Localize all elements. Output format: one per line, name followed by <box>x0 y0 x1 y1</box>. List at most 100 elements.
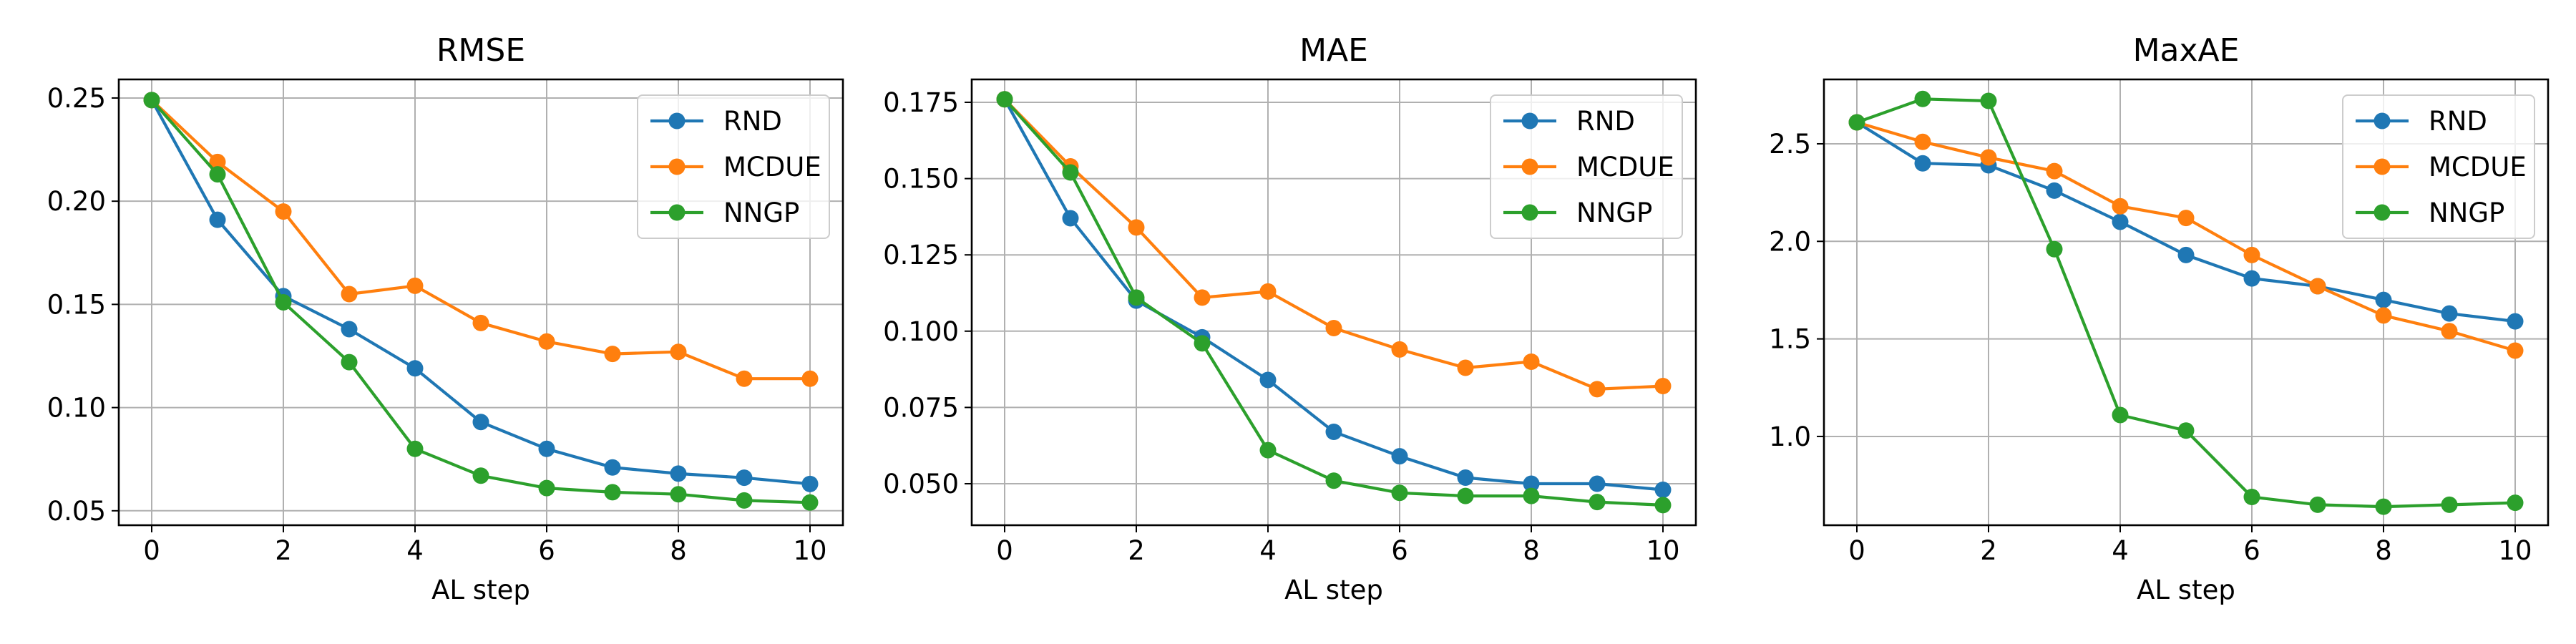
data-point-nngp <box>1062 164 1079 181</box>
data-point-rnd <box>1457 469 1474 486</box>
data-point-mcdue <box>2243 246 2260 263</box>
legend-marker <box>668 112 686 130</box>
data-point-mcdue <box>1589 381 1606 398</box>
x-tick-label: 2 <box>275 535 292 566</box>
legend-label: NNGP <box>1576 197 1652 228</box>
data-point-nngp <box>736 492 753 509</box>
data-point-rnd <box>2112 213 2129 230</box>
series-nngp <box>143 92 819 511</box>
y-tick-label: 0.150 <box>883 164 959 195</box>
data-point-rnd <box>736 469 753 487</box>
x-tick-label: 4 <box>1259 535 1277 566</box>
x-tick-label: 0 <box>143 535 160 566</box>
plot-area-frame <box>970 78 1697 527</box>
y-tick-label: 0.050 <box>883 469 959 499</box>
chart-title: MAE <box>1299 32 1368 69</box>
data-point-nngp <box>1654 497 1672 514</box>
data-point-mcdue <box>2177 210 2195 227</box>
series-rnd <box>1848 114 2524 330</box>
data-point-nngp <box>1914 90 1931 107</box>
data-point-nngp <box>209 166 226 183</box>
x-tick-label: 8 <box>670 535 687 566</box>
x-axis-label: AL step <box>431 575 530 605</box>
x-tick-label: 10 <box>793 535 826 566</box>
data-point-nngp <box>1848 114 1865 131</box>
data-point-nngp <box>275 294 292 311</box>
data-point-mcdue <box>275 203 292 220</box>
data-point-mcdue <box>1654 378 1672 395</box>
data-point-mcdue <box>538 333 555 350</box>
data-point-rnd <box>2507 313 2524 330</box>
data-point-rnd <box>2375 291 2392 308</box>
data-point-nngp <box>406 440 424 457</box>
data-point-nngp <box>1980 92 1997 109</box>
data-point-nngp <box>670 486 687 503</box>
data-point-rnd <box>2243 270 2260 287</box>
data-point-mcdue <box>1523 353 1540 370</box>
x-tick-label: 4 <box>2112 535 2129 566</box>
data-point-mcdue <box>2375 307 2392 324</box>
data-point-mcdue <box>2441 323 2458 340</box>
legend: RND MCDUE NNGP <box>637 94 830 239</box>
chart-title: RMSE <box>436 32 525 69</box>
y-tick-label: 0.15 <box>47 289 106 320</box>
data-point-nngp <box>2112 406 2129 424</box>
data-point-mcdue <box>2507 342 2524 359</box>
data-point-nngp <box>604 484 621 501</box>
x-tick-label: 8 <box>2375 535 2392 566</box>
legend-marker <box>668 158 686 175</box>
legend-frame <box>637 94 830 239</box>
series-mcdue <box>1848 114 2524 359</box>
legend-marker <box>1521 158 1538 175</box>
y-tick-label: 2.0 <box>1769 226 1811 257</box>
y-tick-label: 0.100 <box>883 316 959 347</box>
legend-label: MCDUE <box>1576 152 1674 182</box>
y-tick-label: 0.05 <box>47 496 106 527</box>
data-point-nngp <box>1259 441 1277 459</box>
y-tick-label: 2.5 <box>1769 129 1811 160</box>
legend-marker <box>1521 112 1538 130</box>
legend-marker <box>2373 158 2391 175</box>
series-rnd <box>996 91 1672 499</box>
legend-label: NNGP <box>723 197 799 228</box>
x-tick-label: 0 <box>996 535 1013 566</box>
data-point-nngp <box>2177 422 2195 439</box>
series-nngp <box>1848 90 2524 515</box>
y-tick-label: 0.125 <box>883 240 959 270</box>
data-point-rnd <box>2441 305 2458 322</box>
data-point-mcdue <box>604 346 621 363</box>
data-point-rnd <box>406 360 424 377</box>
data-point-mcdue <box>1457 359 1474 376</box>
data-point-rnd <box>341 321 358 338</box>
data-point-rnd <box>472 414 489 431</box>
data-point-mcdue <box>341 286 358 303</box>
data-point-rnd <box>1062 210 1079 227</box>
data-point-nngp <box>1523 487 1540 504</box>
data-point-nngp <box>996 91 1013 108</box>
data-point-mcdue <box>1391 341 1408 358</box>
data-point-mcdue <box>2046 162 2063 180</box>
data-point-nngp <box>1457 487 1474 504</box>
x-tick-label: 6 <box>1391 535 1408 566</box>
x-axis-label: AL step <box>1284 575 1383 605</box>
legend-frame <box>1490 94 1683 239</box>
x-tick-label: 6 <box>2243 535 2260 566</box>
data-point-mcdue <box>1259 283 1277 300</box>
data-point-mcdue <box>209 153 226 170</box>
legend-label: RND <box>1576 106 1635 137</box>
data-point-nngp <box>1589 494 1606 511</box>
data-point-nngp <box>1194 335 1211 352</box>
x-tick-label: 2 <box>1980 535 1997 566</box>
data-point-nngp <box>341 353 358 371</box>
data-point-mcdue <box>1325 320 1342 337</box>
data-point-mcdue <box>2309 278 2326 295</box>
y-tick-label: 0.20 <box>47 186 106 217</box>
chart-panel-maxae: 0 2 4 6 8 10 1.0 1.5 2.0 2.5 MaxAE AL step RND MCDUE N… <box>1769 32 2550 605</box>
x-tick-label: 0 <box>1848 535 1865 566</box>
data-point-nngp <box>538 479 555 497</box>
y-tick-label: 1.0 <box>1769 421 1811 452</box>
data-point-mcdue <box>801 370 819 387</box>
y-tick-label: 0.075 <box>883 392 959 423</box>
data-point-rnd <box>209 211 226 228</box>
